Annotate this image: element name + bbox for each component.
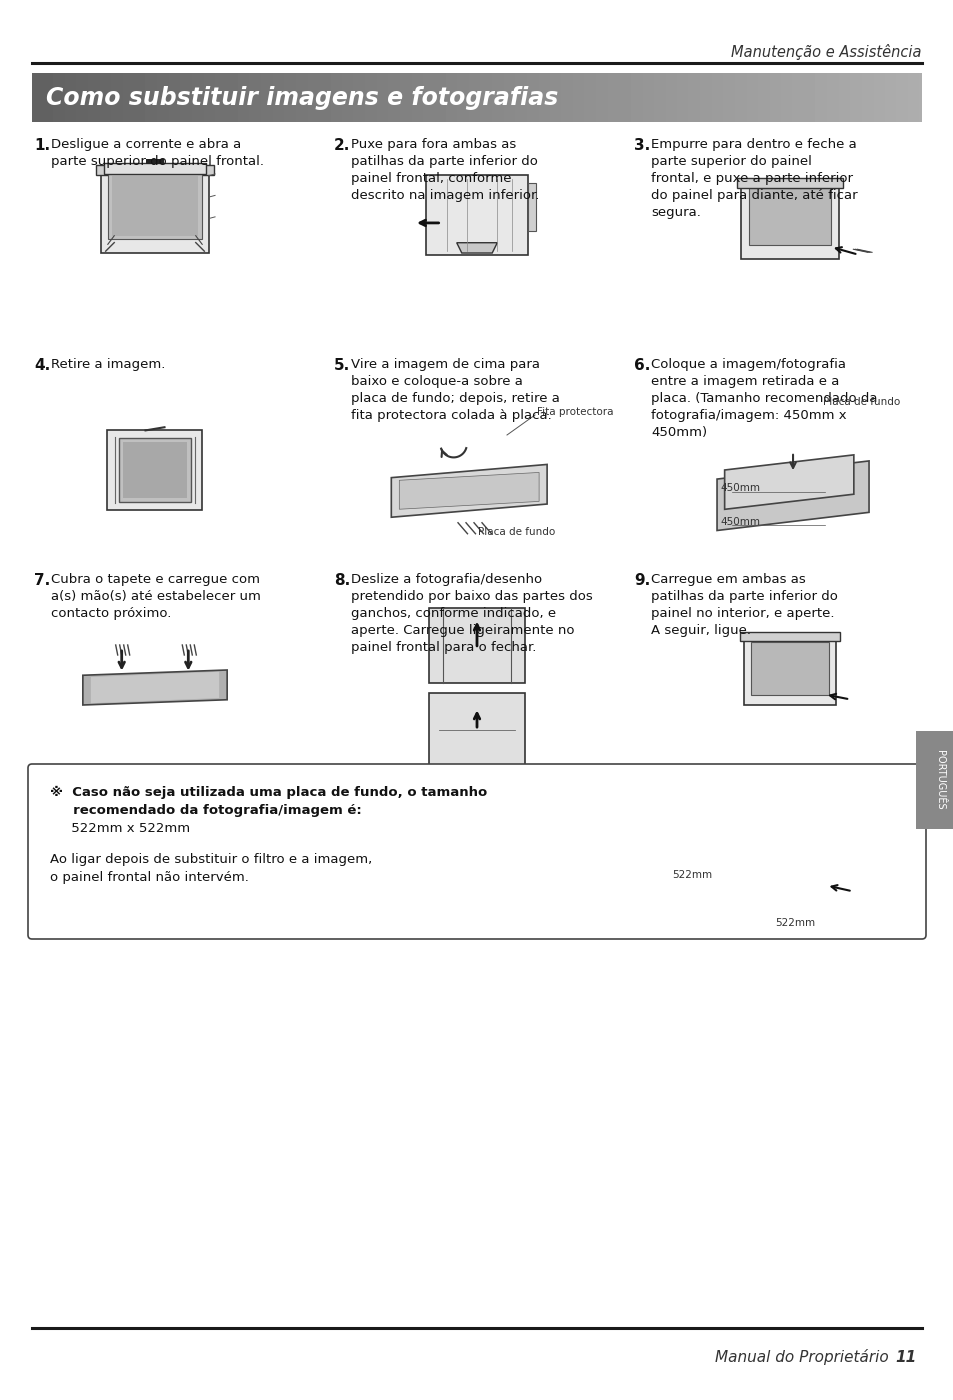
Bar [740,182,838,259]
Polygon shape [391,465,546,517]
Text: Coloque a imagem/fotografia
entre a imagem retirada e a
placa. (Tamanho recomend: Coloque a imagem/fotografia entre a imag… [650,358,877,440]
Text: 9.: 9. [634,573,650,588]
Bar [108,430,202,510]
Polygon shape [104,162,206,174]
Text: 2.: 2. [334,139,350,153]
Text: 5.: 5. [334,358,350,372]
FancyBboxPatch shape [28,764,925,939]
Bar [750,643,828,694]
Text: recomendado da fotografia/imagem é:: recomendado da fotografia/imagem é: [50,804,361,818]
Text: Vire a imagem de cima para
baixo e coloque-a sobre a
placa de fundo; depois, ret: Vire a imagem de cima para baixo e coloq… [351,358,559,421]
Text: 450mm: 450mm [720,483,760,493]
Polygon shape [724,455,853,510]
Polygon shape [83,671,227,706]
Text: Como substituir imagens e fotografias: Como substituir imagens e fotografias [46,85,558,109]
Bar [108,172,202,239]
Text: Deslize a fotografia/desenho
pretendido por baixo das partes dos
ganchos, confor: Deslize a fotografia/desenho pretendido … [351,573,592,654]
Text: 522mm: 522mm [774,918,814,928]
Bar [426,175,527,255]
Text: 1.: 1. [34,139,51,153]
Bar [527,183,536,231]
Polygon shape [91,672,219,703]
Text: 3.: 3. [634,139,650,153]
Text: 8.: 8. [334,573,350,588]
Text: Puxe para fora ambas as
patilhas da parte inferior do
painel frontal, conforme
d: Puxe para fora ambas as patilhas da part… [351,139,538,202]
Text: Manual do Proprietário: Manual do Proprietário [715,1350,893,1365]
Text: 11: 11 [895,1350,916,1365]
Bar [112,175,197,235]
Text: 450mm: 450mm [720,517,760,526]
Text: Cubra o tapete e carregue com
a(s) mão(s) até estabelecer um
contacto próximo.: Cubra o tapete e carregue com a(s) mão(s… [51,573,260,620]
Polygon shape [717,461,868,531]
Bar [429,608,524,683]
Text: Placa de fundo: Placa de fundo [822,398,900,407]
Bar [738,812,841,822]
Text: Empurre para dentro e feche a
parte superior do painel
frontal, e puxe a parte i: Empurre para dentro e feche a parte supe… [650,139,857,218]
Bar [119,438,191,501]
Text: 522mm x 522mm: 522mm x 522mm [50,822,190,834]
Polygon shape [399,472,538,510]
Text: Placa de fundo: Placa de fundo [477,526,555,538]
Bar [748,188,830,245]
Text: 7.: 7. [34,573,51,588]
Text: Retire a imagem.: Retire a imagem. [51,358,165,371]
Text: Manutenção e Assistência: Manutenção e Assistência [731,43,921,60]
Text: 4.: 4. [34,358,51,372]
Text: ※  Caso não seja utilizada uma placa de fundo, o tamanho: ※ Caso não seja utilizada uma placa de f… [50,785,487,799]
Text: Desligue a corrente e abra a
parte superior do painel frontal.: Desligue a corrente e abra a parte super… [51,139,264,168]
Bar [146,158,163,164]
Polygon shape [456,242,497,253]
Bar [96,165,213,175]
Bar [429,693,524,767]
Text: PORTUGUÊS: PORTUGUÊS [934,750,944,809]
Bar [123,442,187,498]
Bar [740,633,839,641]
Text: 522mm: 522mm [671,869,711,879]
Bar [743,636,836,706]
Bar [737,178,841,188]
Text: 6.: 6. [634,358,650,372]
Bar [101,167,209,253]
Text: Ao ligar depois de substituir o filtro e a imagem,
o painel frontal não intervém: Ao ligar depois de substituir o filtro e… [50,853,372,883]
Text: Fita protectora: Fita protectora [537,407,613,417]
Bar [741,815,838,897]
Text: Carregue em ambas as
patilhas da parte inferior do
painel no interior, e aperte.: Carregue em ambas as patilhas da parte i… [650,573,837,637]
Bar [749,823,829,885]
